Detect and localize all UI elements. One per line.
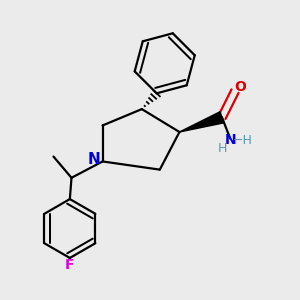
Text: H: H [217, 142, 227, 155]
Text: O: O [234, 80, 246, 94]
Text: N: N [88, 152, 101, 167]
Text: −H: −H [232, 134, 253, 147]
Polygon shape [179, 112, 224, 132]
Text: N: N [225, 133, 237, 147]
Text: F: F [65, 258, 75, 272]
